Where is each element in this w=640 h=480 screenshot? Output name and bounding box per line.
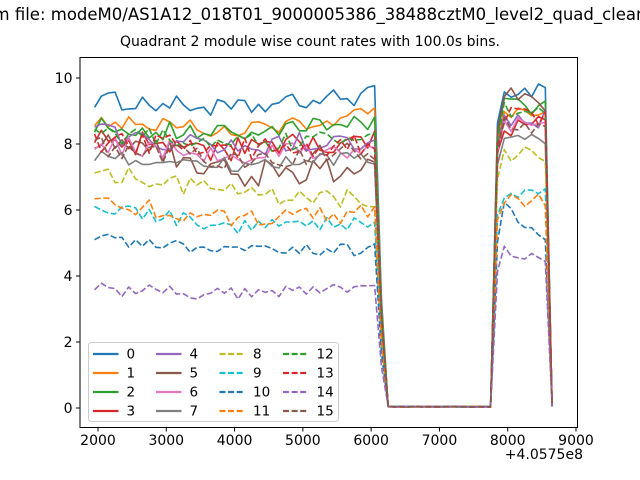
legend-item-1: 1 xyxy=(93,366,135,382)
legend-item-2: 2 xyxy=(93,385,135,401)
legend-item-8: 8 xyxy=(219,347,262,363)
legend-item-7: 7 xyxy=(156,404,198,420)
legend-label: 5 xyxy=(190,366,199,382)
legend-label: 13 xyxy=(317,366,334,382)
x-tick-label: 4000 xyxy=(217,433,253,449)
legend-frame xyxy=(88,342,339,422)
legend-item-5: 5 xyxy=(156,366,198,382)
x-tick-label: 7000 xyxy=(422,433,458,449)
legend-label: 8 xyxy=(253,347,262,363)
legend-label: 9 xyxy=(253,366,262,382)
legend-item-0: 0 xyxy=(93,347,135,363)
legend-item-15: 15 xyxy=(283,404,334,420)
y-axis-ticks: 0 2 4 6 8 10 xyxy=(55,71,80,417)
legend-label: 2 xyxy=(127,385,136,401)
legend-item-3: 3 xyxy=(93,404,135,420)
series-line-15 xyxy=(94,117,553,408)
legend-item-13: 13 xyxy=(283,366,334,382)
legend-label: 11 xyxy=(253,404,270,420)
plot-lines xyxy=(93,83,553,408)
x-tick-label: 3000 xyxy=(148,433,184,449)
legend-label: 0 xyxy=(127,347,136,363)
legend-label: 4 xyxy=(190,347,199,363)
y-tick-label: 2 xyxy=(64,335,73,351)
legend-item-10: 10 xyxy=(219,385,270,401)
x-tick-label: 5000 xyxy=(285,433,321,449)
y-tick-label: 10 xyxy=(55,71,73,87)
series-line-14 xyxy=(94,245,553,408)
legend-item-12: 12 xyxy=(283,347,334,363)
y-tick-label: 8 xyxy=(64,137,73,153)
axes-title: Quadrant 2 module wise count rates with … xyxy=(120,34,500,50)
x-axis-ticks: 2000 3000 4000 5000 6000 7000 8000 9000 xyxy=(80,427,594,449)
x-tick-label: 8000 xyxy=(490,433,526,449)
figure-title: m file: modeM0/AS1A12_018T01_9000005386_… xyxy=(0,5,640,25)
y-tick-label: 0 xyxy=(64,401,73,417)
legend-item-6: 6 xyxy=(156,385,198,401)
legend-item-4: 4 xyxy=(156,347,198,363)
y-tick-label: 6 xyxy=(64,203,73,219)
axes-frame xyxy=(79,57,578,428)
legend-label: 6 xyxy=(190,385,199,401)
legend-label: 10 xyxy=(253,385,270,401)
legend-item-11: 11 xyxy=(219,404,270,420)
x-axis-offset-text: +4.0575e8 xyxy=(505,447,583,463)
x-tick-label: 6000 xyxy=(353,433,389,449)
legend-label: 1 xyxy=(127,366,136,382)
legend-item-14: 14 xyxy=(283,385,334,401)
legend-label: 14 xyxy=(317,385,334,401)
legend-label: 12 xyxy=(317,347,334,363)
legend-label: 3 xyxy=(127,404,136,420)
x-tick-label: 2000 xyxy=(80,433,116,449)
y-tick-label: 4 xyxy=(64,269,73,285)
x-tick-label: 9000 xyxy=(558,433,594,449)
legend-label: 15 xyxy=(317,404,334,420)
series-line-10 xyxy=(94,201,553,408)
legend-item-9: 9 xyxy=(219,366,262,382)
legend-label: 7 xyxy=(190,404,199,420)
